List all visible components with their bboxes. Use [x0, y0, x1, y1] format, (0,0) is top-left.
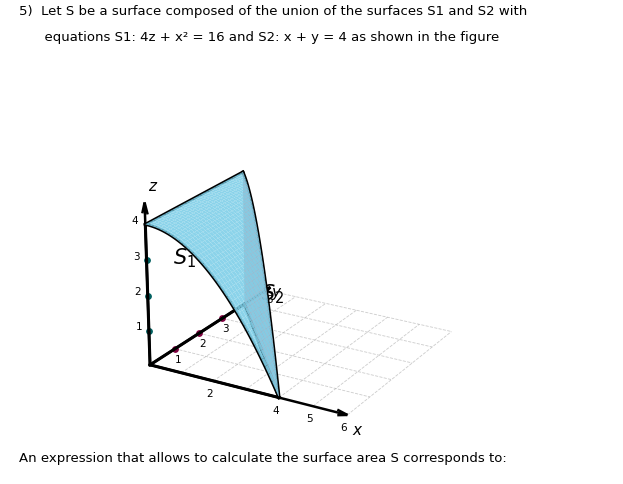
Text: 5)  Let S be a surface composed of the union of the surfaces S1 and S2 with: 5) Let S be a surface composed of the un… [19, 5, 527, 18]
Text: An expression that allows to calculate the surface area S corresponds to:: An expression that allows to calculate t… [19, 452, 506, 465]
Text: equations S1: 4z + x² = 16 and S2: x + y = 4 as shown in the figure: equations S1: 4z + x² = 16 and S2: x + y… [19, 31, 499, 45]
